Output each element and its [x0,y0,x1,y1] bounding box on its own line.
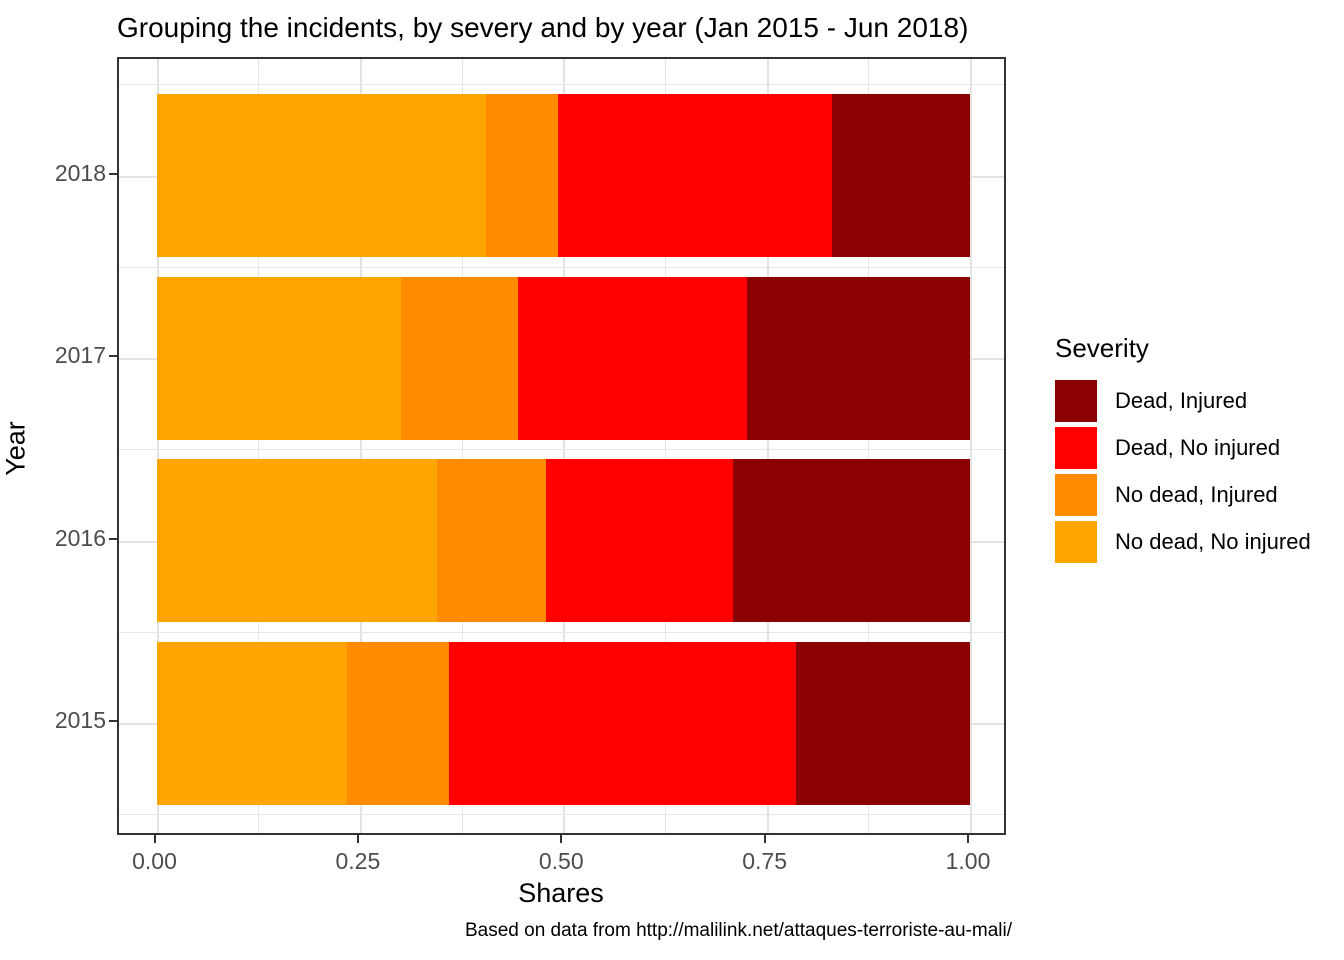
x-tick-label: 0.50 [538,848,584,874]
bar-segment [156,641,347,805]
y-tick-mark [109,355,117,357]
legend-key-swatch [1055,427,1097,469]
legend: Severity Dead, Injured Dead, No injured No… [1055,333,1311,568]
bar-segment [546,459,734,622]
x-tick-label: 0.25 [335,848,381,874]
gridline-x-major [563,59,566,833]
y-tick-label: 2017 [54,342,106,368]
gridline-y-minor [119,266,1004,268]
x-tick-label: 1.00 [945,848,991,874]
gridline-y-minor [119,631,1004,633]
legend-item: No dead, Injured [1055,474,1311,516]
gridline-x-major [156,59,159,833]
legend-item-label: Dead, No injured [1115,435,1281,460]
bar-segment [437,459,547,622]
y-tick-mark [109,720,117,722]
gridline-y-minor [119,84,1004,86]
gridline-y-minor [119,449,1004,451]
bar-segment [747,276,970,440]
legend-key-swatch [1055,521,1097,563]
x-axis-title: Shares [518,878,604,908]
gridline-x-minor [461,59,463,833]
x-tick-mark [560,835,563,843]
bar-segment [156,276,402,440]
legend-title: Severity [1055,333,1149,363]
x-tick-label: 0.75 [742,848,787,874]
y-tick-label: 2015 [54,707,106,733]
y-tick-label: 2016 [54,524,106,551]
x-tick-mark [356,835,359,843]
plot-panel [117,57,1006,835]
legend-item: Dead, No injured [1055,427,1311,469]
y-tick-label: 2018 [54,159,106,186]
y-tick-mark [109,172,117,175]
bar-segment [346,641,450,805]
legend-key-swatch [1055,474,1097,516]
x-tick-mark [967,835,969,843]
legend-item-label: Dead, Injured [1115,388,1248,413]
bar-segment [485,94,559,257]
y-tick-mark [109,537,117,540]
gridline-x-minor [664,59,666,833]
bar-segment [795,641,970,805]
x-tick-label: 0.00 [132,848,177,874]
gridline-x-minor [868,59,870,833]
bar-segment [156,459,438,622]
gridline-y-minor [119,814,1004,816]
chart-title: Grouping the incidents, by severy and by… [117,12,969,43]
x-tick-mark [153,835,156,843]
legend-items: Dead, Injured Dead, No injured No dead, In… [1055,380,1311,563]
bar-2017 [156,276,971,440]
gridline-x-major [359,59,362,833]
bar-segment [449,641,796,805]
bar-2016 [156,459,971,622]
bar-segment [156,94,486,257]
bar-2015 [156,641,971,805]
bar-2018 [156,94,971,257]
legend-item-label: No dead, Injured [1115,482,1278,507]
bar-segment [733,459,970,622]
caption: Based on data from http://malilink.net/a… [464,920,1012,941]
gridline-x-major [766,59,769,833]
bar-segment [517,276,748,440]
bar-segment [558,94,832,257]
gridline-x-minor [258,59,260,833]
legend-item-label: No dead, No injured [1115,529,1311,554]
y-axis-title: Year [0,421,31,476]
legend-key-swatch [1055,380,1097,422]
gridline-x-major [970,59,972,833]
legend-item: Dead, Injured [1055,380,1311,422]
bar-segment [401,276,518,440]
legend-item: No dead, No injured [1055,521,1311,563]
x-tick-mark [763,835,766,843]
bar-segment [831,94,970,257]
